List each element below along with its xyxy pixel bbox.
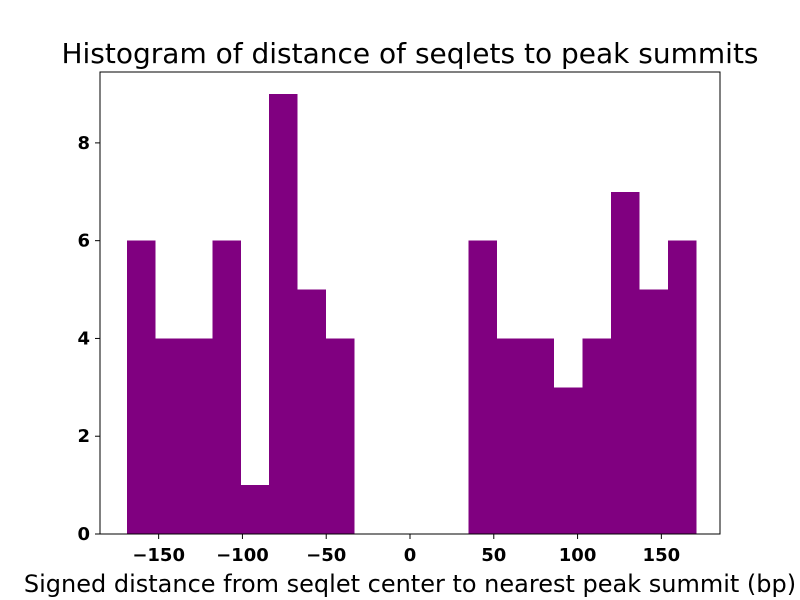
x-tick-label: 150 (643, 545, 681, 566)
histogram-bar (639, 289, 669, 534)
y-tick-label: 8 (77, 133, 90, 154)
x-axis-label: Signed distance from seqlet center to ne… (24, 570, 796, 598)
histogram-bar (212, 240, 241, 534)
histogram-bar (269, 94, 298, 534)
y-tick-label: 6 (77, 231, 90, 252)
histogram-bar (554, 387, 583, 534)
x-tick-label: −50 (306, 545, 346, 566)
histogram-bar (668, 240, 697, 534)
x-tick-label: −100 (216, 545, 269, 566)
histogram-bar (468, 240, 498, 534)
x-tick-label: 0 (404, 545, 417, 566)
x-tick-label: 100 (559, 545, 597, 566)
x-tick-label: 50 (481, 545, 506, 566)
histogram-bar (240, 485, 270, 534)
y-tick-label: 2 (77, 426, 90, 447)
chart-title: Histogram of distance of seqlets to peak… (61, 37, 758, 70)
histogram-bar (126, 240, 156, 534)
bars-group (126, 94, 697, 534)
y-tick-label: 4 (77, 328, 90, 349)
histogram-bar (497, 338, 526, 534)
histogram-bar (155, 338, 184, 534)
x-axis: −150 −100 −50 0 50 100 150 (132, 534, 680, 566)
histogram-bar (611, 191, 640, 534)
x-tick-label: −150 (132, 545, 185, 566)
histogram-bar (525, 338, 555, 534)
histogram-bar (582, 338, 612, 534)
histogram-bar (326, 338, 355, 534)
histogram-bar (183, 338, 213, 534)
y-tick-label: 0 (77, 524, 90, 545)
y-axis: 0 2 4 6 8 (77, 133, 100, 545)
histogram-bar (297, 289, 327, 534)
